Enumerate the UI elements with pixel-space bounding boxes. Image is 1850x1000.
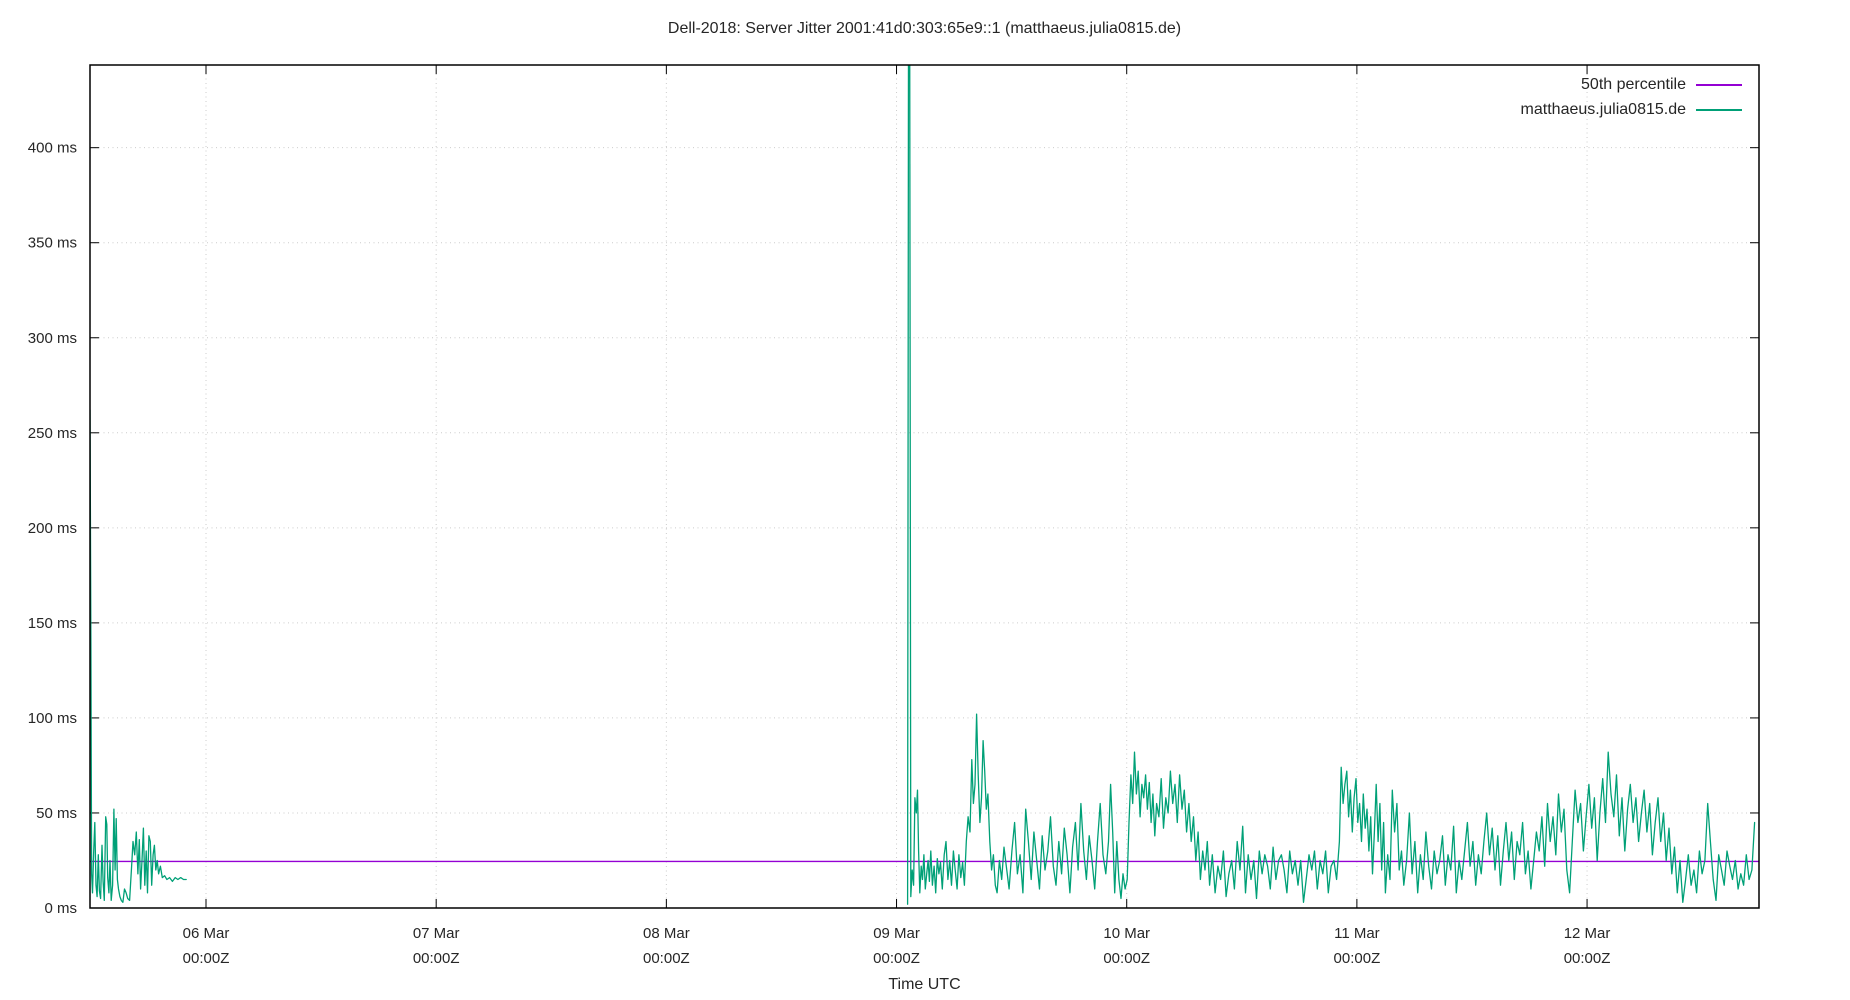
x-tick-label-date: 11 Mar [1334,925,1380,942]
x-tick-label-time: 00:00Z [413,950,460,967]
plot-border [89,64,1760,909]
x-tick-label-time: 00:00Z [873,950,920,967]
chart-title: Dell-2018: Server Jitter 2001:41d0:303:6… [667,20,1182,37]
legend-label-percentile: 50th percentile [1581,75,1686,93]
legend: 50th percentile matthaeus.julia0815.de [1521,74,1742,120]
series-line-1 [90,409,187,903]
x-tick-label-date: 09 Mar [873,925,920,942]
x-tick-label-time: 00:00Z [183,950,230,967]
legend-entry-host: matthaeus.julia0815.de [1521,99,1742,120]
x-tick-label-time: 00:00Z [1334,950,1381,967]
y-tick-label: 350 ms [28,235,77,252]
percentile-line-swatch [1696,83,1742,86]
x-tick-label-time: 00:00Z [1564,950,1611,967]
x-tick-label-date: 10 Mar [1103,925,1150,942]
x-tick-label-time: 00:00Z [1103,950,1150,967]
legend-label-host: matthaeus.julia0815.de [1520,100,1686,118]
y-tick-label: 200 ms [28,520,77,537]
y-tick-label: 300 ms [28,330,77,347]
x-tick-label-date: 07 Mar [413,925,460,942]
x-tick-label-date: 06 Mar [183,925,230,942]
x-tick-label-date: 08 Mar [643,925,690,942]
y-tick-label: 0 ms [44,900,77,917]
host-line-swatch [1696,108,1742,111]
y-tick-label: 150 ms [28,615,77,632]
y-tick-label: 250 ms [28,425,77,442]
series-line-1 [906,65,1756,905]
y-tick-label: 100 ms [28,710,77,727]
y-tick-label: 50 ms [36,805,77,822]
x-axis-title: Time UTC [888,976,961,993]
legend-entry-percentile: 50th percentile [1521,74,1742,95]
x-tick-label-time: 00:00Z [643,950,690,967]
x-tick-label-date: 12 Mar [1564,925,1611,942]
y-tick-label: 400 ms [28,140,77,157]
